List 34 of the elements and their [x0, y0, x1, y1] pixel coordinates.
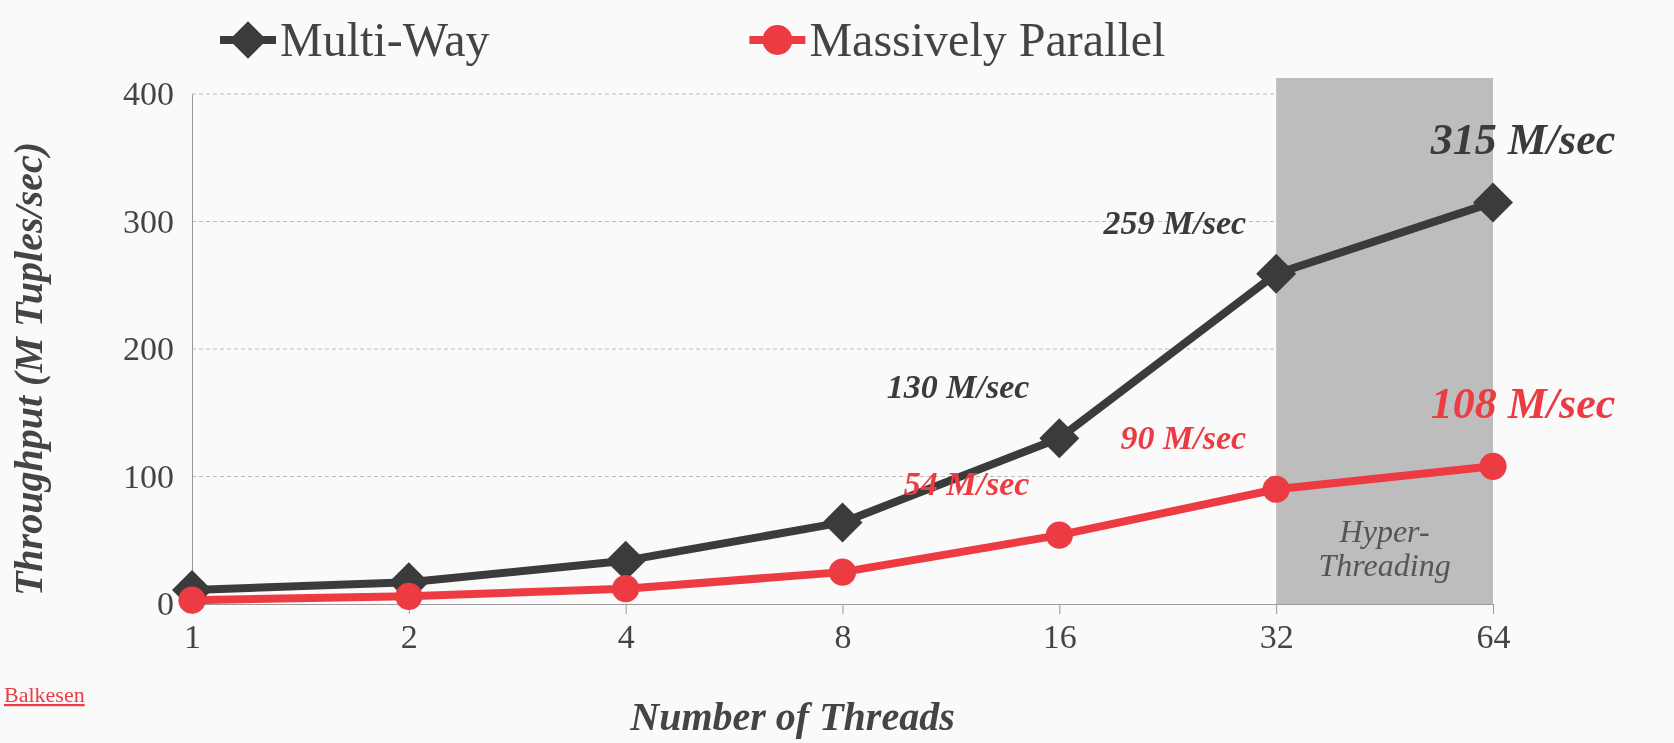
x-tick-label: 1 — [184, 618, 201, 656]
point — [828, 558, 857, 586]
x-tick-label: 8 — [834, 618, 852, 656]
point — [1479, 452, 1507, 480]
x-tick-label: 16 — [1042, 618, 1077, 656]
data-label: 90 M/sec — [1120, 419, 1247, 457]
x-tick-label: 64 — [1476, 618, 1511, 656]
x-axis-title: Number of Threads — [629, 694, 955, 739]
text: Balkesen — [4, 682, 85, 707]
x-tick-label: 32 — [1259, 618, 1294, 656]
point — [1039, 418, 1080, 459]
legend-label: Multi-Way — [280, 13, 490, 66]
data-label: 259 M/sec — [1102, 203, 1247, 241]
point — [822, 502, 863, 543]
data-label: 130 M/sec — [886, 368, 1030, 406]
point — [1045, 521, 1073, 549]
data-label: 315 M/sec — [1429, 115, 1616, 165]
legend-label: Massively Parallel — [809, 13, 1166, 66]
x-tick-label: 2 — [400, 618, 418, 656]
y-axis-title: Throughput (M Tuples/sec) — [6, 141, 51, 597]
point — [612, 575, 640, 603]
y-tick-label: 400 — [123, 75, 174, 113]
y-tick-label: 100 — [123, 457, 174, 495]
data-label: 108 M/sec — [1430, 379, 1616, 429]
point — [1256, 253, 1297, 294]
band-label: Hyper-Threading — [1318, 513, 1451, 583]
y-tick-label: 300 — [123, 202, 174, 240]
y-tick-label: 200 — [123, 330, 174, 368]
x-tick-label: 4 — [617, 618, 635, 656]
point — [395, 582, 423, 610]
y-tick-label: 0 — [157, 585, 174, 623]
point — [178, 586, 206, 614]
point — [1473, 182, 1513, 223]
point — [1262, 475, 1290, 503]
